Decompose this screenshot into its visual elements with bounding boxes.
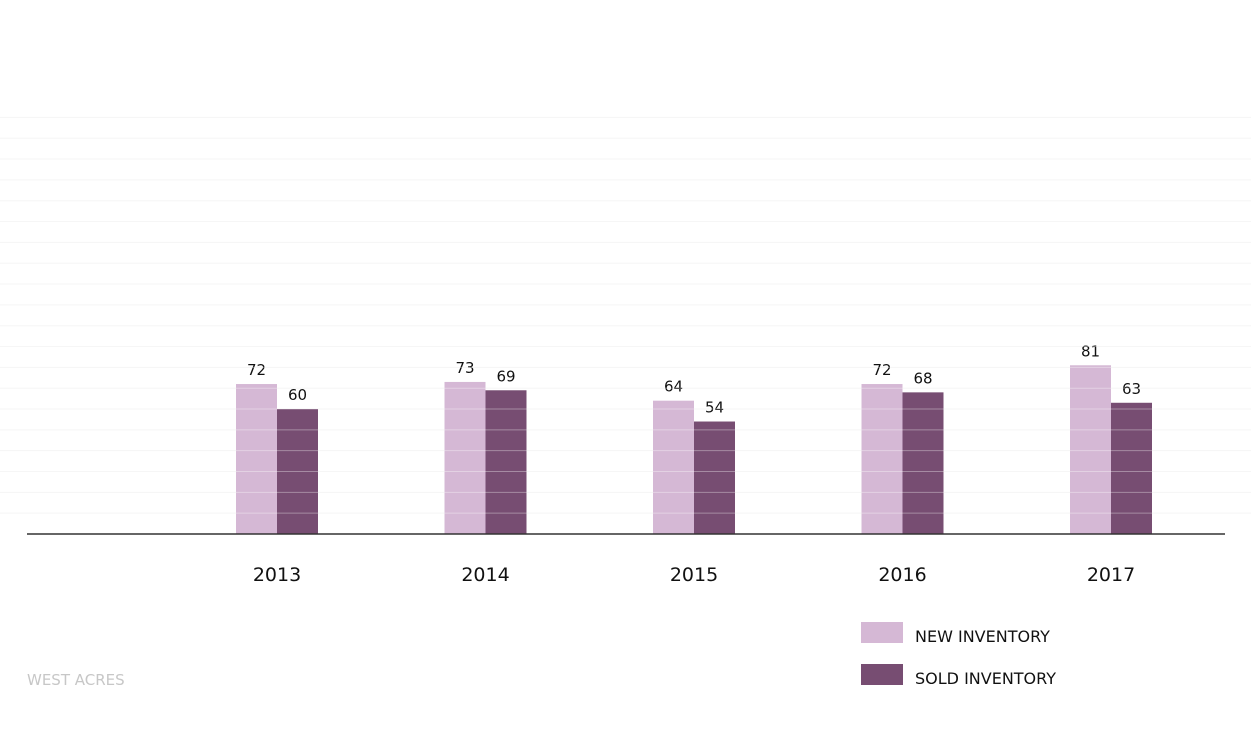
bar-sold-inventory	[485, 390, 527, 534]
bar-sold-inventory	[902, 392, 944, 534]
bar-new-inventory	[1070, 365, 1111, 534]
data-label: 72	[872, 361, 891, 379]
grid-lines	[0, 116, 1251, 514]
data-label: 64	[664, 378, 683, 396]
legend-label: NEW INVENTORY	[915, 627, 1050, 646]
x-tick-label: 2014	[461, 564, 509, 586]
bar-sold-inventory	[1111, 402, 1152, 534]
x-tick-label: 2016	[878, 564, 926, 586]
bar-grid-overlay	[0, 116, 1251, 514]
bar-sold-inventory	[277, 409, 318, 534]
bar-new-inventory	[236, 384, 277, 534]
data-label: 54	[705, 399, 724, 417]
bar-new-inventory	[444, 381, 486, 534]
legend-label: SOLD INVENTORY	[915, 669, 1056, 688]
data-label: 73	[455, 359, 474, 377]
x-axis-tick-labels: 2013 2014 2015 2016 2017	[253, 564, 1135, 586]
bar-sold-inventory	[694, 421, 735, 534]
x-tick-label: 2017	[1087, 564, 1135, 586]
bar-new-inventory	[861, 384, 903, 534]
data-label: 69	[496, 367, 515, 385]
legend-swatch	[861, 622, 903, 643]
data-label: 63	[1122, 380, 1141, 398]
source-label: WEST ACRES	[27, 671, 125, 689]
x-tick-label: 2015	[670, 564, 718, 586]
bars: 72 60 73 69 64 54 72 68 81 63	[0, 116, 1251, 534]
data-label: 60	[288, 386, 307, 404]
data-label: 72	[247, 361, 266, 379]
data-label: 68	[913, 369, 932, 387]
data-label: 81	[1081, 342, 1100, 360]
legend-swatch	[861, 664, 903, 685]
x-tick-label: 2013	[253, 564, 301, 586]
legend: NEW INVENTORY SOLD INVENTORY	[861, 622, 1056, 688]
bar-new-inventory	[653, 400, 694, 534]
